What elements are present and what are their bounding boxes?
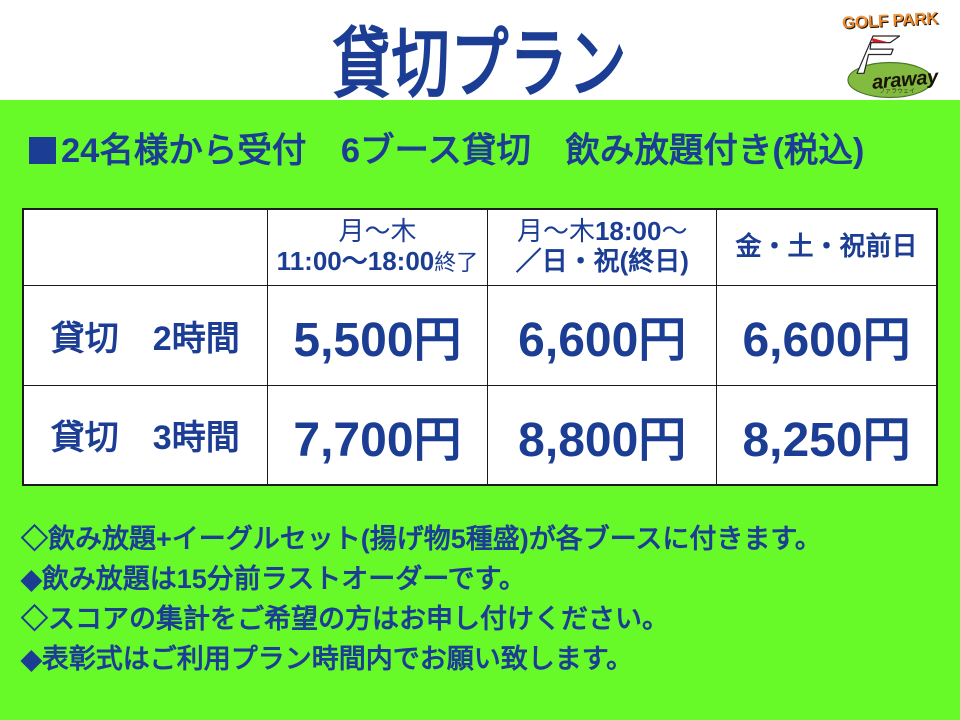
svg-text:araway: araway (871, 66, 940, 94)
svg-text:ファラウェイ: ファラウェイ (879, 87, 915, 95)
